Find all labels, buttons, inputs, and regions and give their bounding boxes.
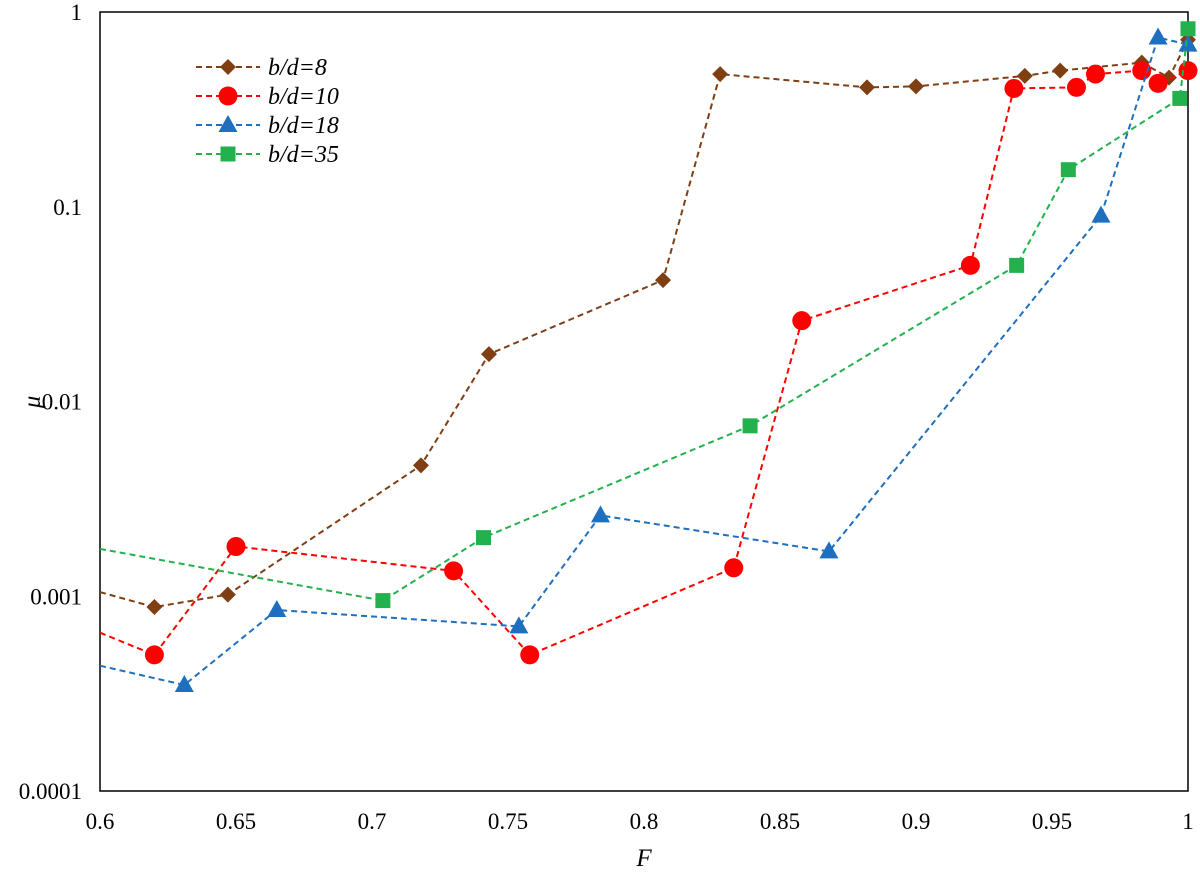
- legend-label: b/d=10: [268, 84, 339, 110]
- data-point: [412, 457, 429, 474]
- data-point: [908, 78, 924, 95]
- x-tick-label: 0.6: [86, 809, 115, 834]
- x-tick-label: 0.85: [760, 809, 800, 834]
- legend-item: b/d=10: [196, 84, 339, 110]
- data-point: [267, 599, 287, 617]
- series-line: [99, 39, 1189, 609]
- data-point: [724, 558, 744, 578]
- y-axis-title: μ: [19, 396, 46, 410]
- legend-marker: [220, 59, 236, 75]
- y-tick-label: 0.001: [30, 584, 82, 609]
- x-tick-labels: 0.6 0.65 0.7 0.75 0.8 0.85 0.9 0.95 1: [86, 809, 1194, 834]
- legend-marker: [218, 86, 238, 106]
- legend: b/d=8 b/d=10 b/d=18 b/d=35: [196, 55, 339, 168]
- data-point: [819, 541, 839, 559]
- legend-label: b/d=18: [268, 113, 339, 139]
- x-axis-title: F: [635, 845, 652, 872]
- data-point: [1060, 162, 1076, 178]
- data-point: [1148, 27, 1168, 45]
- x-tick-label: 1: [1182, 809, 1194, 834]
- data-point: [444, 561, 464, 581]
- data-point: [792, 311, 812, 331]
- data-point: [1066, 77, 1086, 97]
- data-point: [520, 645, 540, 665]
- legend-item: b/d=8: [196, 55, 327, 81]
- series-layer: [99, 21, 1198, 693]
- data-point: [1009, 257, 1025, 273]
- data-point: [509, 616, 529, 634]
- series-circle: [99, 61, 1198, 665]
- data-point: [1016, 67, 1033, 84]
- data-point: [476, 530, 492, 546]
- data-point: [1178, 61, 1198, 81]
- y-tick-label: 0.0001: [19, 779, 82, 804]
- data-point: [1148, 73, 1168, 93]
- series-diamond: [99, 31, 1196, 616]
- x-tick-label: 0.95: [1032, 809, 1072, 834]
- data-point: [1091, 205, 1111, 223]
- series-line: [99, 69, 1189, 657]
- x-tick-label: 0.65: [216, 809, 256, 834]
- data-point: [146, 599, 163, 616]
- legend-marker: [218, 115, 238, 132]
- series-triangle: [99, 27, 1198, 693]
- legend-marker: [220, 146, 236, 162]
- data-point: [1178, 34, 1198, 52]
- data-point: [1172, 90, 1188, 106]
- series-line: [99, 28, 1189, 602]
- data-point: [144, 645, 164, 665]
- legend-label: b/d=8: [268, 55, 327, 81]
- data-point: [1132, 61, 1152, 81]
- legend-item: b/d=35: [196, 142, 339, 168]
- y-tick-label: 0.01: [42, 390, 82, 415]
- data-point: [742, 418, 758, 434]
- data-point: [590, 505, 610, 523]
- data-point: [859, 79, 876, 96]
- legend-item: b/d=18: [196, 113, 339, 139]
- data-point: [1004, 78, 1024, 98]
- x-tick-label: 0.8: [630, 809, 659, 834]
- data-point: [480, 346, 497, 363]
- x-tick-label: 0.75: [488, 809, 528, 834]
- data-point: [655, 272, 672, 289]
- x-tick-label: 0.9: [902, 809, 931, 834]
- data-point: [375, 593, 391, 609]
- y-tick-label: 0.1: [53, 195, 82, 220]
- data-point: [219, 586, 236, 603]
- y-tick-label: 1: [71, 0, 83, 25]
- series-square: [99, 21, 1196, 609]
- data-point: [174, 675, 194, 693]
- data-point: [1180, 21, 1196, 37]
- legend-label: b/d=35: [268, 142, 339, 168]
- data-point: [712, 66, 729, 83]
- data-point: [1052, 62, 1069, 79]
- data-point: [226, 537, 246, 557]
- y-tick-labels: 0.0001 0.001 0.01 0.1 1: [19, 0, 82, 804]
- data-point: [960, 255, 980, 275]
- x-tick-label: 0.7: [358, 809, 387, 834]
- data-point: [1086, 64, 1106, 84]
- plot-area: [99, 11, 1189, 792]
